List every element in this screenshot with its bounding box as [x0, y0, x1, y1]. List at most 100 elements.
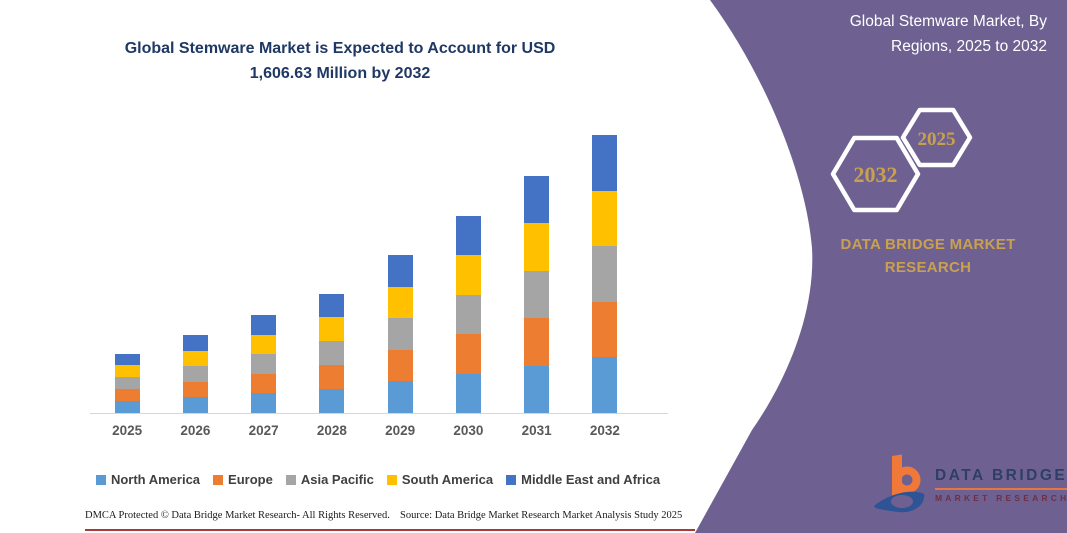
stacked-bar-2029: [387, 255, 413, 413]
logo-subtitle: MARKET RESEARCH: [935, 493, 1067, 503]
segment-2026-europe: [182, 381, 208, 398]
segment-2031-middle-east-and-africa: [524, 176, 550, 224]
segment-2030-south-america: [455, 255, 481, 295]
segment-2025-asia-pacific: [114, 377, 140, 390]
segment-2031-europe: [524, 318, 550, 366]
legend-swatch-icon: [213, 474, 224, 485]
panel-title-line1: Global Stemware Market, By: [849, 13, 1047, 30]
segment-2028-asia-pacific: [319, 341, 345, 366]
legend-item-south-america: South America: [386, 472, 494, 487]
segment-2026-south-america: [182, 350, 208, 367]
segment-2025-north-america: [114, 401, 140, 413]
databridge-logo: DATA BRIDGE MARKET RESEARCH: [872, 453, 1067, 517]
stacked-bar-2031: [524, 176, 550, 413]
segment-2028-south-america: [319, 317, 345, 342]
x-axis-label-2025: 2025: [112, 423, 143, 438]
hexagon-year-badges: 2032 2025: [830, 107, 973, 213]
segment-2027-asia-pacific: [251, 354, 277, 374]
bar-slot-2032: [571, 135, 639, 413]
segment-2026-asia-pacific: [182, 366, 208, 382]
x-axis-label-2026: 2026: [180, 423, 211, 438]
x-axis-label-2032: 2032: [589, 423, 620, 438]
legend-item-europe: Europe: [213, 472, 273, 487]
legend-item-asia-pacific: Asia Pacific: [285, 472, 374, 487]
legend-label: South America: [401, 472, 494, 487]
x-axis-label-2028: 2028: [316, 423, 347, 438]
segment-2025-south-america: [114, 365, 140, 378]
chart-title: Global Stemware Market is Expected to Ac…: [80, 37, 600, 87]
stacked-bar-2032: [592, 135, 618, 413]
stacked-bar-2027: [251, 315, 277, 413]
brand-wordmark: DATA BRIDGE MARKET RESEARCH: [833, 234, 1023, 279]
footer-copyright: DMCA Protected © Data Bridge Market Rese…: [85, 510, 390, 521]
panel-title-line2: Regions, 2025 to 2032: [891, 37, 1047, 55]
segment-2032-middle-east-and-africa: [592, 135, 618, 191]
segment-2030-middle-east-and-africa: [455, 215, 481, 255]
segment-2029-europe: [387, 349, 413, 382]
legend: North America Europe Asia Pacific South Ame…: [78, 472, 678, 487]
hexagon-year-2025: 2025: [918, 129, 956, 150]
legend-label: Europe: [228, 472, 273, 487]
segment-2026-north-america: [182, 397, 208, 413]
x-axis-label-2030: 2030: [453, 423, 484, 438]
footer-source: Source: Data Bridge Market Research Mark…: [400, 510, 683, 521]
panel-title: Global Stemware Market, By Regions, 2025…: [767, 10, 1047, 60]
segment-2029-asia-pacific: [387, 318, 413, 350]
databridge-logo-icon: [874, 454, 925, 513]
hexagon-2025-icon: [900, 107, 973, 168]
x-axis-labels: 2025 2026 2027 2028 2029 2030 2031 2032: [93, 423, 639, 438]
segment-2026-middle-east-and-africa: [182, 335, 208, 351]
segment-2032-europe: [592, 301, 618, 358]
hexagon-year-2032: 2032: [854, 162, 898, 187]
segment-2030-north-america: [455, 373, 481, 413]
legend-item-middle-east-and-africa: Middle East and Africa: [506, 472, 660, 487]
segment-2031-north-america: [524, 365, 550, 413]
hexagon-2032-icon: [830, 135, 921, 213]
segment-2028-north-america: [319, 389, 345, 413]
segment-2027-middle-east-and-africa: [251, 315, 277, 335]
stacked-bar-2030: [455, 215, 481, 413]
legend-swatch-icon: [95, 474, 106, 485]
segment-2032-south-america: [592, 190, 618, 247]
segment-2025-europe: [114, 389, 140, 402]
bar-slot-2028: [298, 135, 366, 413]
x-axis-line: [90, 413, 668, 414]
bar-slot-2031: [503, 135, 571, 413]
stacked-bar-2026: [182, 335, 208, 413]
legend-item-north-america: North America: [95, 472, 201, 487]
segment-2029-middle-east-and-africa: [387, 255, 413, 287]
purple-swoosh-shape: [695, 0, 1067, 533]
chart-title-line1: Global Stemware Market is Expected to Ac…: [124, 40, 556, 57]
segment-2030-asia-pacific: [455, 294, 481, 334]
logo-name: DATA BRIDGE: [935, 467, 1067, 484]
segment-2025-middle-east-and-africa: [114, 353, 140, 366]
legend-label: North America: [110, 472, 201, 487]
segment-2028-europe: [319, 365, 345, 390]
bar-slot-2029: [366, 135, 434, 413]
segment-2031-south-america: [524, 223, 550, 271]
brand-line1: DATA BRIDGE MARKET: [840, 236, 1016, 253]
stacked-bar-2028: [319, 293, 345, 413]
x-axis-label-2029: 2029: [385, 423, 416, 438]
segment-2027-south-america: [251, 334, 277, 355]
bar-slot-2025: [93, 135, 161, 413]
segment-2027-north-america: [251, 393, 277, 413]
stacked-bar-2025: [114, 353, 140, 413]
segment-2029-south-america: [387, 286, 413, 319]
segment-2030-europe: [455, 334, 481, 374]
x-axis-label-2027: 2027: [248, 423, 279, 438]
legend-swatch-icon: [285, 474, 296, 485]
legend-label: Asia Pacific: [300, 472, 374, 487]
bar-slot-2027: [230, 135, 298, 413]
x-axis-label-2031: 2031: [521, 423, 552, 438]
brand-line2: RESEARCH: [884, 258, 972, 276]
logo-underline: [935, 488, 1067, 490]
bars-row: [93, 135, 639, 413]
segment-2028-middle-east-and-africa: [319, 293, 345, 318]
bar-slot-2030: [434, 135, 502, 413]
legend-label: Middle East and Africa: [521, 472, 661, 487]
segment-2031-asia-pacific: [524, 270, 550, 319]
legend-swatch-icon: [386, 474, 397, 485]
